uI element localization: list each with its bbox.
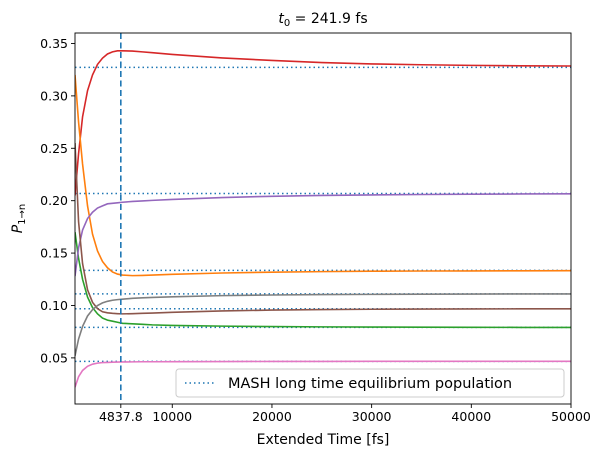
axes: 10000 20000 30000 40000 50000 4837.8 0.05 0.10 0…	[40, 32, 591, 424]
series-line-2	[75, 74, 571, 277]
series-line-3	[75, 232, 571, 329]
y-tick-label-0.35: 0.35	[40, 36, 68, 51]
series-line-1	[75, 50, 571, 196]
legend-box	[175, 368, 565, 398]
title-rest: = 241.9 fs	[290, 11, 367, 27]
y-axis-label: P1→n	[10, 204, 28, 234]
x-axis-label: Extended Time [fs]	[257, 432, 390, 448]
series-line-7	[75, 360, 571, 388]
plot-area	[75, 33, 571, 404]
y-tick-label-0.10: 0.10	[40, 298, 68, 313]
y-tick-label-0.15: 0.15	[40, 246, 68, 261]
series-line-4	[75, 192, 571, 277]
chart-title: t0 = 241.9 fs	[278, 11, 367, 29]
axes-frame	[74, 32, 572, 405]
title-symbol: t	[278, 11, 284, 27]
y-label-symbol: P	[10, 224, 26, 233]
y-tick-label-0.25: 0.25	[40, 141, 68, 156]
legend: MASH long time equilibrium population	[175, 368, 565, 398]
series-line-6	[75, 293, 571, 356]
y-tick-label-0.20: 0.20	[40, 193, 68, 208]
x-tick-label-10000: 10000	[152, 409, 192, 424]
x-tick-label-20000: 20000	[252, 409, 292, 424]
vertical-marker-label: 4837.8	[99, 409, 143, 424]
x-tick-label-30000: 30000	[352, 409, 392, 424]
series-line-5	[75, 143, 571, 315]
x-tick-label-40000: 40000	[451, 409, 491, 424]
title-subscript: 0	[284, 18, 290, 29]
legend-label: MASH long time equilibrium population	[228, 376, 512, 392]
y-tick-label-0.05: 0.05	[40, 350, 68, 365]
y-tick-label-0.30: 0.30	[40, 88, 68, 103]
x-tick-label-50000: 50000	[551, 409, 591, 424]
y-label-subscript: 1→n	[17, 204, 28, 225]
